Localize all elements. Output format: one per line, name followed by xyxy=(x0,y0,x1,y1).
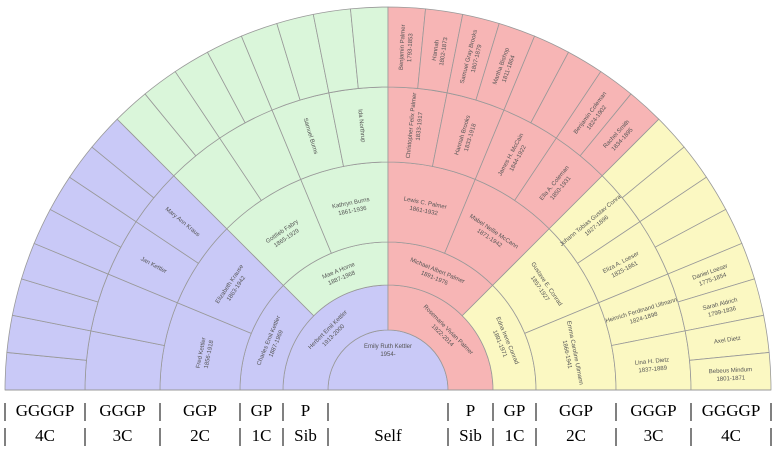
ancestor-years: 1837-1889 xyxy=(638,365,668,374)
generation-label: GGGP xyxy=(630,401,676,420)
generation-label: GGP xyxy=(559,401,593,420)
ancestor-name: Lina H. Dietz xyxy=(635,357,670,366)
ancestor-years: 1861-1932 xyxy=(409,206,439,218)
generation-label: GP xyxy=(251,401,273,420)
self-label: Self xyxy=(374,426,402,445)
generation-label: P xyxy=(301,401,310,420)
ancestor-name: Bebeus Mindum xyxy=(709,367,753,375)
ancestor-label: Benjamin Palmer 1793-1853 xyxy=(399,24,415,70)
ancestor-years: 1801-1871 xyxy=(716,375,746,382)
ancestor-years: 1833-1917 xyxy=(416,111,425,141)
relation-label: 4C xyxy=(35,426,55,445)
ancestor-name: Hannah xyxy=(432,40,441,62)
relation-label: 3C xyxy=(644,426,664,445)
ancestor-years: 1802-1873 xyxy=(439,36,449,66)
generation-label: GGGGP xyxy=(16,401,75,420)
ancestor-years: 1861-1936 xyxy=(338,206,368,218)
ancestor-label: Ida Northrup xyxy=(356,109,365,143)
self-years: 1954- xyxy=(380,352,395,358)
ancestor-name: Axel Dietz xyxy=(714,336,742,346)
relation-label: Sib xyxy=(294,426,317,445)
relation-label: 2C xyxy=(566,426,586,445)
ancestor-years: 1856-1918 xyxy=(204,339,216,369)
generation-label: P xyxy=(466,401,475,420)
ancestor-name: Ida Northrup xyxy=(356,109,365,143)
ancestor-label: Axel Dietz xyxy=(714,336,742,346)
generation-label: GGGGP xyxy=(702,401,761,420)
relation-label: 3C xyxy=(113,426,133,445)
ancestor-years: 1793-1853 xyxy=(407,33,414,63)
relation-label: 1C xyxy=(505,426,525,445)
relation-label: 2C xyxy=(190,426,210,445)
ancestor-name: Benjamin Palmer xyxy=(399,24,407,70)
generation-label: GGGP xyxy=(99,401,145,420)
self-name: Emily Ruth Kettler xyxy=(364,344,412,350)
ancestor-years: 1866-1941 xyxy=(561,340,573,370)
relation-label: Sib xyxy=(459,426,482,445)
relation-label: 1C xyxy=(252,426,272,445)
relation-label: 4C xyxy=(721,426,741,445)
generation-label: GP xyxy=(504,401,526,420)
generation-label: GGP xyxy=(183,401,217,420)
